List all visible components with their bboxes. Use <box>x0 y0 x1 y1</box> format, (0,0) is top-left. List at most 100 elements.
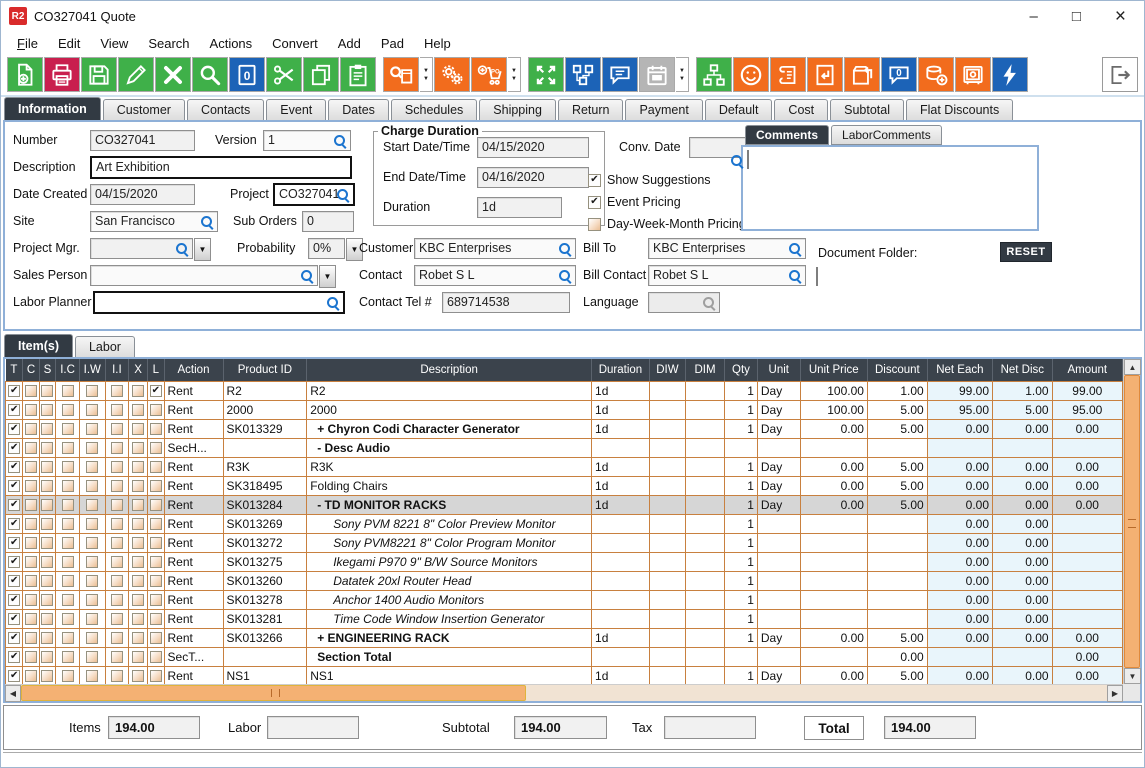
row-checkbox-cell[interactable]: ✔ <box>5 437 24 458</box>
row-checkbox-cell[interactable] <box>78 589 106 610</box>
row-checkbox[interactable] <box>110 594 123 607</box>
row-checkbox-cell[interactable] <box>147 570 165 591</box>
row-checkbox-cell[interactable] <box>55 475 80 496</box>
flash-button[interactable] <box>992 57 1028 92</box>
save-button[interactable] <box>81 57 117 92</box>
site-field[interactable]: San Francisco <box>90 211 218 232</box>
row-checkbox-cell[interactable] <box>22 532 40 553</box>
row-checkbox[interactable]: ✔ <box>8 670 21 683</box>
row-checkbox-cell[interactable] <box>22 399 40 420</box>
row-checkbox-cell[interactable] <box>128 551 149 572</box>
row-checkbox-cell[interactable] <box>104 570 130 591</box>
row-checkbox-cell[interactable]: ✔ <box>147 380 165 401</box>
row-checkbox[interactable] <box>41 632 54 645</box>
row-checkbox-cell[interactable] <box>128 570 149 591</box>
row-checkbox-cell[interactable] <box>22 646 40 667</box>
row-checkbox-cell[interactable] <box>78 551 106 572</box>
row-checkbox-cell[interactable] <box>147 475 165 496</box>
row-checkbox-cell[interactable] <box>38 494 57 515</box>
row-checkbox[interactable] <box>110 499 123 512</box>
search-icon[interactable] <box>175 242 189 256</box>
row-checkbox-cell[interactable] <box>78 380 106 401</box>
settings-gears-button[interactable] <box>434 57 470 92</box>
notes-scroll-button[interactable] <box>770 57 806 92</box>
table-row[interactable]: ✔ Rent SK013284- TD MONITOR RACKS 1d 1 Day 0.0… <box>5 494 1123 515</box>
row-checkbox[interactable] <box>110 575 123 588</box>
column-header[interactable]: I.I <box>105 359 130 382</box>
probability-dropdown[interactable]: ▼ <box>346 238 363 261</box>
row-checkbox[interactable] <box>41 670 54 683</box>
row-checkbox-cell[interactable] <box>128 646 149 667</box>
end-date-field[interactable]: 04/16/2020 <box>477 167 589 188</box>
checkbox-icon[interactable]: ✔ <box>588 195 601 209</box>
search-button[interactable] <box>192 57 228 92</box>
row-checkbox-cell[interactable] <box>55 665 80 684</box>
row-checkbox-cell[interactable]: ✔ <box>5 589 24 610</box>
menu-actions[interactable]: Actions <box>209 36 253 51</box>
row-checkbox[interactable]: ✔ <box>8 556 21 569</box>
row-checkbox-cell[interactable] <box>104 513 130 534</box>
project-field[interactable]: CO327041 <box>273 183 355 206</box>
row-checkbox[interactable] <box>25 632 38 645</box>
chat-zero-button[interactable]: 0 <box>881 57 917 92</box>
row-checkbox[interactable] <box>61 461 74 474</box>
row-checkbox-cell[interactable] <box>147 418 165 439</box>
row-checkbox-cell[interactable] <box>104 646 130 667</box>
row-checkbox[interactable] <box>86 575 99 588</box>
column-header[interactable]: T <box>5 359 24 382</box>
row-checkbox-cell[interactable] <box>147 399 165 420</box>
comments-textarea[interactable] <box>731 150 749 169</box>
row-checkbox[interactable] <box>132 423 145 436</box>
row-checkbox-cell[interactable] <box>22 608 40 629</box>
menu-search[interactable]: Search <box>148 36 190 51</box>
row-checkbox[interactable] <box>110 651 123 664</box>
row-checkbox-cell[interactable]: ✔ <box>5 608 24 629</box>
tab-information[interactable]: Information <box>4 97 101 120</box>
row-checkbox-cell[interactable] <box>78 399 106 420</box>
table-row[interactable]: ✔ SecT... Section Total 0.00 0.00 <box>5 646 1123 667</box>
tab-cost[interactable]: Cost <box>774 99 829 120</box>
row-checkbox-cell[interactable] <box>78 475 106 496</box>
search-icon[interactable] <box>788 242 802 256</box>
tab-customer[interactable]: Customer <box>102 99 185 120</box>
row-checkbox[interactable] <box>86 499 99 512</box>
version-field[interactable]: 1 <box>263 130 351 151</box>
row-checkbox-cell[interactable] <box>78 456 106 477</box>
paste-button[interactable] <box>340 57 376 92</box>
edit-button[interactable] <box>118 57 154 92</box>
row-checkbox[interactable] <box>110 670 123 683</box>
row-checkbox[interactable] <box>61 651 74 664</box>
row-checkbox[interactable] <box>132 594 145 607</box>
row-checkbox-cell[interactable]: ✔ <box>5 551 24 572</box>
row-checkbox[interactable] <box>86 632 99 645</box>
search-icon[interactable] <box>730 154 744 168</box>
menu-file[interactable]: File <box>17 36 38 51</box>
horizontal-scroll-thumb[interactable] <box>21 685 526 701</box>
row-checkbox-cell[interactable] <box>55 513 80 534</box>
row-checkbox-cell[interactable]: ✔ <box>5 418 24 439</box>
row-checkbox[interactable] <box>132 556 145 569</box>
row-checkbox[interactable] <box>132 670 145 683</box>
workflow-button[interactable] <box>565 57 601 92</box>
vertical-scrollbar[interactable]: ▲ ▼ <box>1123 359 1141 684</box>
row-checkbox-cell[interactable] <box>38 608 57 629</box>
bill-contact-field[interactable]: Robet S L <box>648 265 806 286</box>
row-checkbox[interactable] <box>149 556 162 569</box>
row-checkbox[interactable] <box>25 442 38 455</box>
row-checkbox[interactable] <box>41 518 54 531</box>
row-checkbox[interactable] <box>41 442 54 455</box>
calendar-dropdown[interactable]: ▼ ▼ <box>676 57 689 92</box>
search-icon[interactable] <box>300 269 314 283</box>
row-checkbox-cell[interactable] <box>104 551 130 572</box>
row-checkbox[interactable] <box>86 480 99 493</box>
exit-button[interactable] <box>1102 57 1138 92</box>
row-checkbox-cell[interactable] <box>78 513 106 534</box>
start-date-field[interactable]: 04/15/2020 <box>477 137 589 158</box>
row-checkbox-cell[interactable] <box>78 532 106 553</box>
row-checkbox-cell[interactable] <box>38 532 57 553</box>
row-checkbox-cell[interactable] <box>104 437 130 458</box>
row-checkbox[interactable] <box>149 575 162 588</box>
row-checkbox-cell[interactable]: ✔ <box>5 570 24 591</box>
horizontal-scroll-track[interactable] <box>526 685 1107 701</box>
row-checkbox-cell[interactable] <box>38 646 57 667</box>
